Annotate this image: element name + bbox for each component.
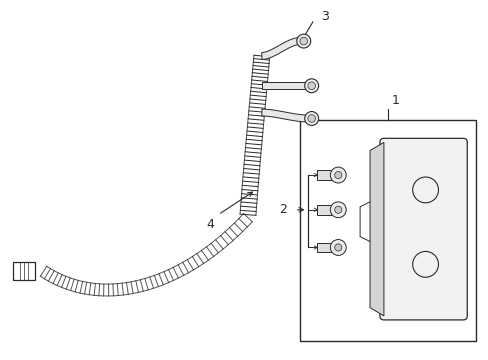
Circle shape [330,202,346,218]
Circle shape [330,167,346,183]
Circle shape [304,79,318,93]
Text: 3: 3 [321,10,328,23]
Polygon shape [261,37,299,59]
Circle shape [334,206,341,213]
Polygon shape [262,82,307,89]
Circle shape [334,171,341,179]
Circle shape [307,114,315,122]
Circle shape [299,37,307,45]
Bar [317,170,331,180]
Text: 1: 1 [391,94,399,107]
Circle shape [330,239,346,255]
Bar [317,243,331,252]
Circle shape [307,82,315,90]
Circle shape [334,244,341,251]
Text: 4: 4 [206,218,214,231]
Circle shape [304,112,318,125]
Polygon shape [369,142,383,316]
Polygon shape [261,109,307,122]
Bar [13,262,35,280]
Bar [317,205,331,215]
FancyBboxPatch shape [379,138,467,320]
Circle shape [296,34,310,48]
Text: 2: 2 [278,203,286,216]
Bar [299,121,475,341]
